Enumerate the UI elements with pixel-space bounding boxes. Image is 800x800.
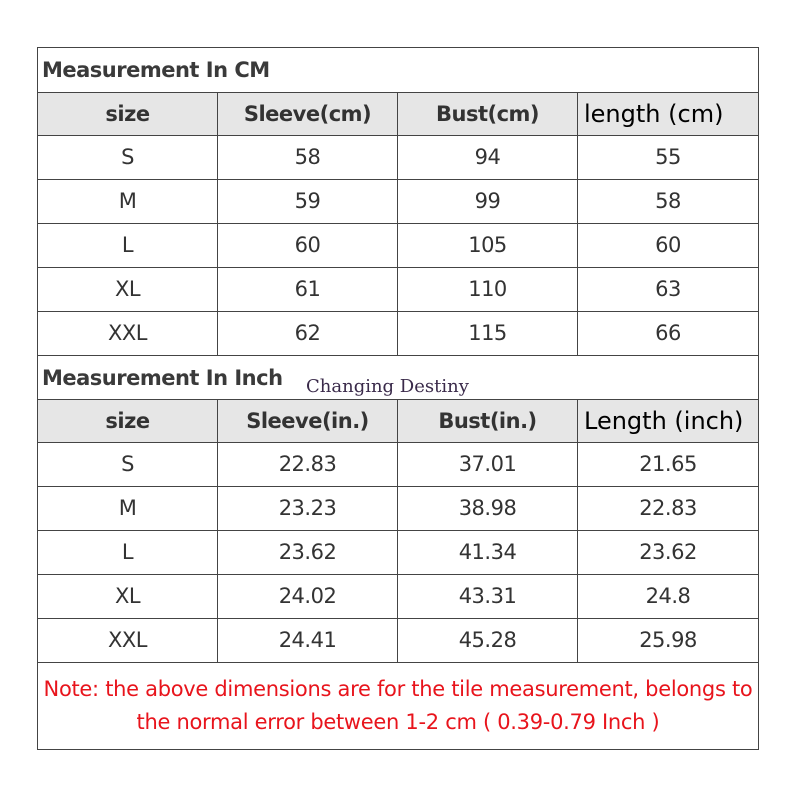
table-cell: M: [38, 487, 218, 530]
header-cell: length (cm): [584, 100, 724, 128]
table-row: L 60 105 60: [38, 224, 758, 268]
table-row: S 58 94 55: [38, 136, 758, 180]
size-chart: Measurement In CM size Sleeve(cm) Bust(c…: [37, 47, 759, 750]
table-cell: 55: [655, 145, 681, 169]
cm-header-row: size Sleeve(cm) Bust(cm) length (cm): [38, 93, 758, 136]
table-cell: S: [38, 443, 218, 486]
table-row: L 23.62 41.34 23.62: [38, 531, 758, 575]
table-cell: 62: [218, 312, 398, 355]
table-cell: L: [38, 531, 218, 574]
table-cell: S: [38, 136, 218, 179]
table-row: M 23.23 38.98 22.83: [38, 487, 758, 531]
note: Note: the above dimensions are for the t…: [38, 663, 758, 749]
table-cell: XL: [38, 268, 218, 311]
table-cell: 43.31: [398, 575, 578, 618]
table-cell: 24.8: [645, 584, 691, 608]
table-row: M 59 99 58: [38, 180, 758, 224]
table-cell: 60: [655, 233, 681, 257]
inch-table-title: Measurement In Inch: [38, 356, 758, 400]
table-cell: L: [38, 224, 218, 267]
table-cell: 58: [655, 189, 681, 213]
table-cell: 25.98: [639, 628, 697, 652]
table-cell: 99: [398, 180, 578, 223]
table-cell: XXL: [38, 312, 218, 355]
table-row: XL 61 110 63: [38, 268, 758, 312]
table-cell: 22.83: [639, 496, 697, 520]
table-row: XXL 62 115 66: [38, 312, 758, 356]
header-cell: size: [38, 400, 218, 442]
table-cell: 23.62: [639, 540, 697, 564]
header-cell: Sleeve(cm): [218, 93, 398, 135]
table-cell: M: [38, 180, 218, 223]
table-cell: 110: [398, 268, 578, 311]
table-cell: 41.34: [398, 531, 578, 574]
table-cell: XL: [38, 575, 218, 618]
table-cell: 38.98: [398, 487, 578, 530]
table-cell: 59: [218, 180, 398, 223]
table-cell: 24.41: [218, 619, 398, 662]
header-cell: size: [38, 93, 218, 135]
table-cell: 37.01: [398, 443, 578, 486]
table-cell: 24.02: [218, 575, 398, 618]
watermark: Changing Destiny: [306, 376, 469, 397]
header-cell: Bust(cm): [398, 93, 578, 135]
table-cell: 105: [398, 224, 578, 267]
table-cell: 66: [655, 321, 681, 345]
cm-table-title: Measurement In CM: [38, 48, 758, 93]
table-row: XL 24.02 43.31 24.8: [38, 575, 758, 619]
header-cell: Length (inch): [584, 407, 744, 435]
table-row: XXL 24.41 45.28 25.98: [38, 619, 758, 663]
table-cell: 63: [655, 277, 681, 301]
table-cell: 45.28: [398, 619, 578, 662]
table-cell: 21.65: [639, 452, 697, 476]
table-row: S 22.83 37.01 21.65: [38, 443, 758, 487]
header-cell: Sleeve(in.): [218, 400, 398, 442]
table-cell: 22.83: [218, 443, 398, 486]
note-line-2: the normal error between 1-2 cm ( 0.39-0…: [136, 710, 660, 734]
note-line-1: Note: the above dimensions are for the t…: [43, 677, 753, 701]
table-cell: 94: [398, 136, 578, 179]
table-cell: 58: [218, 136, 398, 179]
table-cell: 60: [218, 224, 398, 267]
table-cell: 61: [218, 268, 398, 311]
table-cell: 23.62: [218, 531, 398, 574]
table-cell: 115: [398, 312, 578, 355]
table-cell: XXL: [38, 619, 218, 662]
header-cell: Bust(in.): [398, 400, 578, 442]
inch-header-row: size Sleeve(in.) Bust(in.) Length (inch): [38, 400, 758, 443]
table-cell: 23.23: [218, 487, 398, 530]
